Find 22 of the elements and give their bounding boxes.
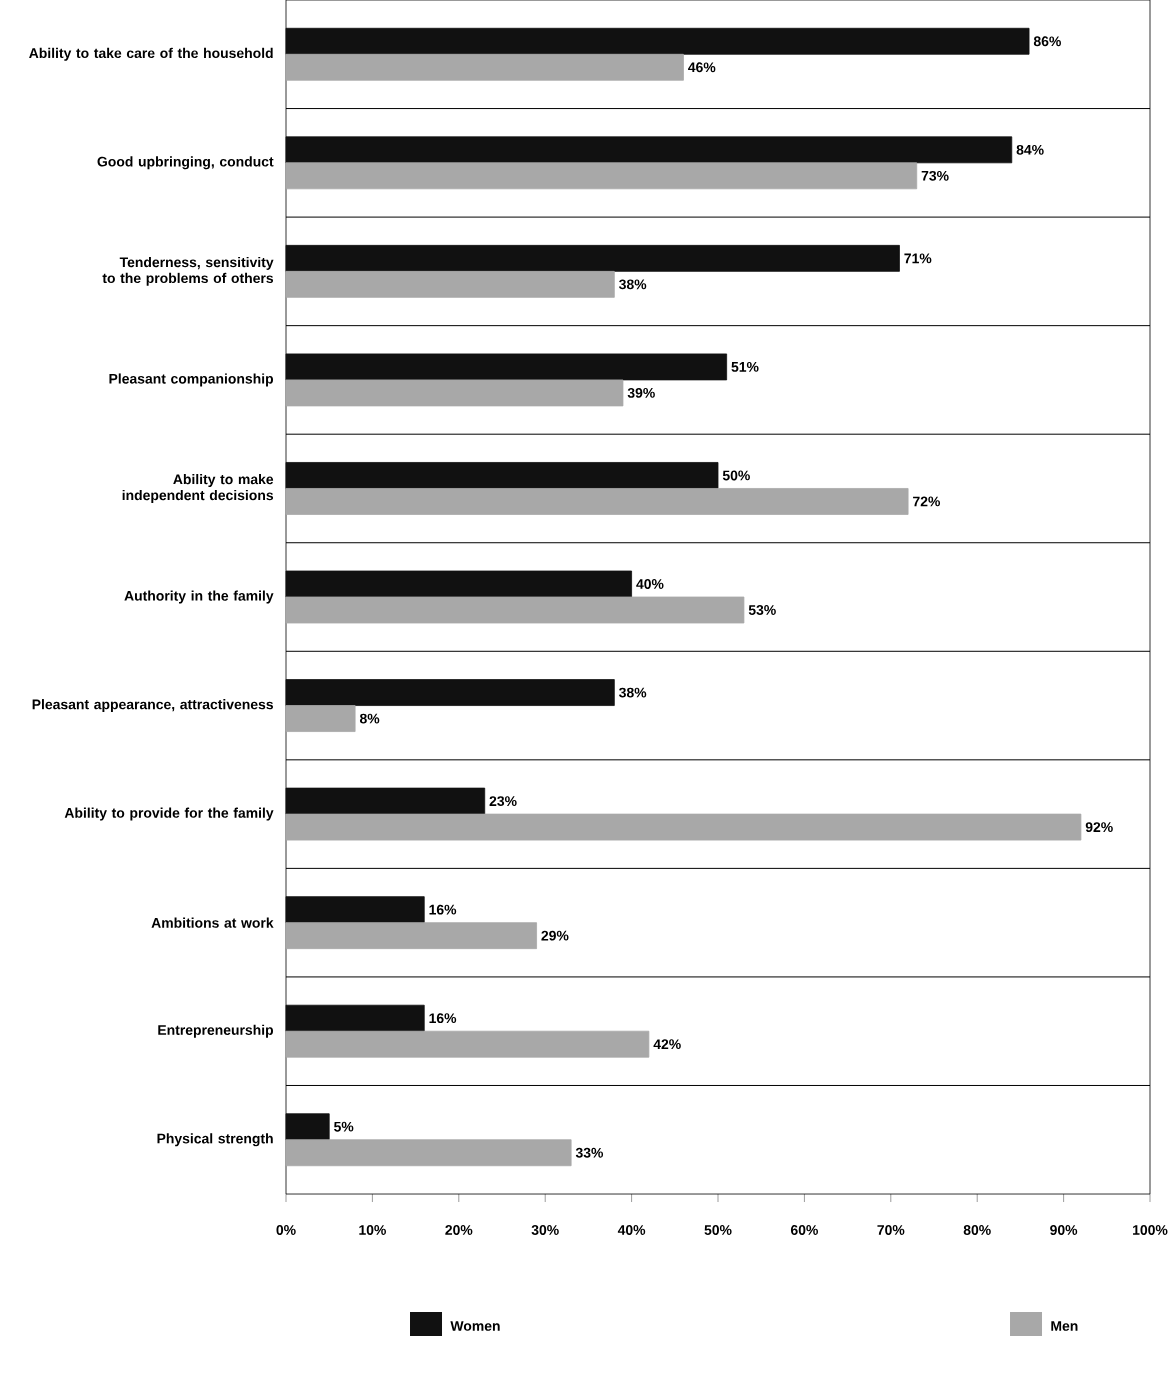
bar (285, 813, 1082, 841)
bar (285, 1004, 425, 1032)
bar (285, 244, 900, 272)
bar (285, 136, 1013, 164)
bar (285, 1113, 330, 1141)
bar (285, 488, 909, 515)
bar (285, 679, 615, 706)
bar (285, 1030, 650, 1058)
bar (285, 596, 745, 624)
bar (285, 787, 486, 815)
bar (285, 270, 615, 298)
bar (285, 922, 537, 950)
bar (285, 462, 719, 489)
bar (285, 1139, 572, 1167)
bar (285, 27, 1030, 55)
bar (285, 53, 684, 81)
bar (285, 379, 624, 407)
bar (285, 353, 728, 381)
bar (285, 705, 356, 732)
bar (285, 570, 632, 598)
bar (285, 162, 918, 190)
bar (285, 896, 425, 924)
